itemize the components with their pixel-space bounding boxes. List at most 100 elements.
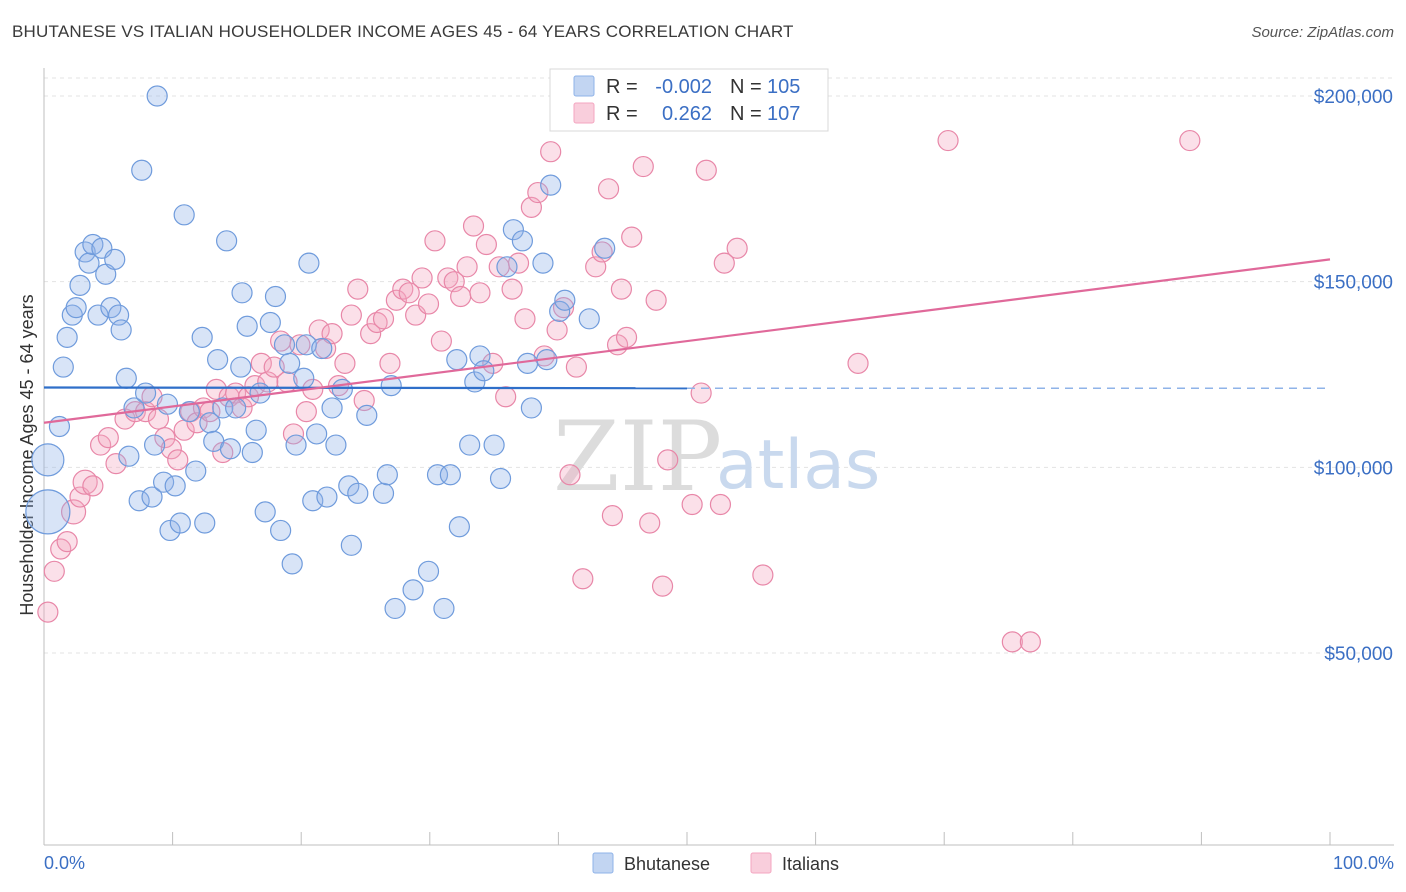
bhutanese-point [194, 512, 216, 534]
italians-point [56, 530, 78, 553]
bhutanese-point [212, 397, 234, 419]
italians-point [713, 252, 735, 274]
stats-r-label: R = [606, 76, 638, 98]
bhutanese-point [100, 297, 122, 319]
bhutanese-point [254, 501, 276, 523]
stats-r-bhutanese: -0.002 [655, 76, 712, 98]
italians-point [937, 129, 959, 152]
bhutanese-point [281, 553, 303, 575]
italians-point [514, 308, 536, 330]
italians-point [507, 252, 530, 274]
bhutanese-point [483, 434, 505, 456]
bhutanese-point [380, 375, 402, 397]
bhutanese-point [69, 274, 91, 296]
italians-point [645, 289, 667, 311]
legend-swatch-bhutanese [592, 852, 614, 874]
italians-point [411, 267, 433, 289]
italians-point [615, 326, 638, 348]
italians-point [160, 438, 182, 460]
italians-point [559, 464, 581, 486]
bhutanese-point [496, 256, 518, 278]
stats-n-bhutanese: 105 [767, 76, 800, 98]
italians-point [695, 159, 717, 181]
italians-point [60, 499, 87, 525]
italians-point [572, 568, 594, 590]
italians-point [295, 401, 317, 423]
bhutanese-point [347, 482, 369, 504]
bhutanese-point [338, 475, 360, 497]
bhutanese-point [104, 248, 126, 270]
italians-point [709, 493, 732, 516]
bhutanese-point [298, 252, 320, 274]
bhutanese-point [164, 475, 186, 497]
y-tick-label: $100,000 [1314, 458, 1393, 479]
italians-point [597, 178, 620, 200]
bhutanese-point [321, 397, 343, 419]
bhutanese-point [56, 326, 78, 348]
bhutanese-point [433, 597, 455, 620]
bhutanese-point [199, 412, 221, 434]
legend: Bhutanese Italians [592, 852, 839, 874]
bhutanese-point [384, 597, 406, 620]
stats-n-italians: 107 [767, 103, 800, 125]
bhutanese-point [306, 423, 328, 445]
italians-point [610, 278, 633, 300]
bhutanese-point [554, 289, 576, 311]
bhutanese-trend-line [43, 386, 688, 390]
italians-point [97, 427, 119, 449]
italians-point [154, 427, 176, 449]
italians-point [347, 278, 369, 300]
italians-point [360, 323, 382, 345]
bhutanese-point [156, 393, 179, 415]
italians-point [475, 233, 497, 256]
stats-swatch-bhutanese [573, 75, 595, 97]
bhutanese-point [293, 367, 315, 389]
italians-point [469, 282, 491, 304]
bhutanese-point [516, 352, 539, 374]
italians-point [450, 285, 472, 308]
bhutanese-point [594, 237, 616, 259]
bhutanese-point [532, 252, 554, 274]
italians-point [639, 512, 661, 534]
chart-source: Source: ZipAtlas.com [1251, 24, 1394, 41]
italians-point [657, 449, 679, 471]
bhutanese-point [25, 489, 71, 535]
y-tick-label: $50,000 [1324, 644, 1393, 665]
bhutanese-point [316, 486, 338, 508]
italians-point [385, 289, 407, 311]
bhutanese-point [340, 534, 362, 556]
bhutanese-point [191, 326, 213, 348]
bhutanese-point [219, 438, 242, 460]
bhutanese-point [311, 337, 333, 360]
bhutanese-point [331, 378, 353, 400]
italians-point [552, 297, 575, 319]
italians-point [546, 319, 568, 341]
italians-point [621, 226, 643, 248]
bhutanese-point [426, 464, 449, 486]
bhutanese-point [285, 434, 307, 456]
bhutanese-point [549, 300, 571, 322]
italians-point [308, 319, 330, 341]
italians-point [651, 575, 674, 597]
bhutanese-point [31, 443, 65, 477]
stats-r-label-2: R = [606, 103, 638, 125]
italians-point [752, 564, 774, 586]
italians-point [437, 267, 459, 289]
bhutanese-point [78, 252, 100, 274]
bhutanese-point [159, 519, 181, 542]
bhutanese-point [270, 519, 292, 542]
bhutanese-point [473, 360, 495, 382]
bhutanese-point [131, 159, 153, 181]
italians-point [1019, 631, 1041, 653]
italians-point [501, 278, 523, 300]
bhutanese-point [230, 356, 252, 378]
italians-point [89, 434, 112, 456]
stats-swatch-italians [573, 102, 595, 124]
italians-point [424, 230, 446, 252]
italians-point [105, 453, 127, 475]
bhutanese-point [65, 297, 87, 319]
italians-point [565, 356, 588, 378]
bhutanese-point [540, 174, 562, 196]
italians-point [482, 352, 504, 374]
